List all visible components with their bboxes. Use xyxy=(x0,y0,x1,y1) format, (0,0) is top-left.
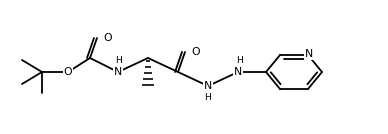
Text: H: H xyxy=(204,93,211,102)
Text: O: O xyxy=(103,33,112,43)
Text: N: N xyxy=(204,81,212,91)
Text: O: O xyxy=(64,67,72,77)
Text: H: H xyxy=(237,56,243,65)
Text: H: H xyxy=(116,56,123,65)
Text: N: N xyxy=(114,67,122,77)
Text: N: N xyxy=(234,67,242,77)
Text: O: O xyxy=(191,47,199,57)
Text: N: N xyxy=(305,49,313,59)
